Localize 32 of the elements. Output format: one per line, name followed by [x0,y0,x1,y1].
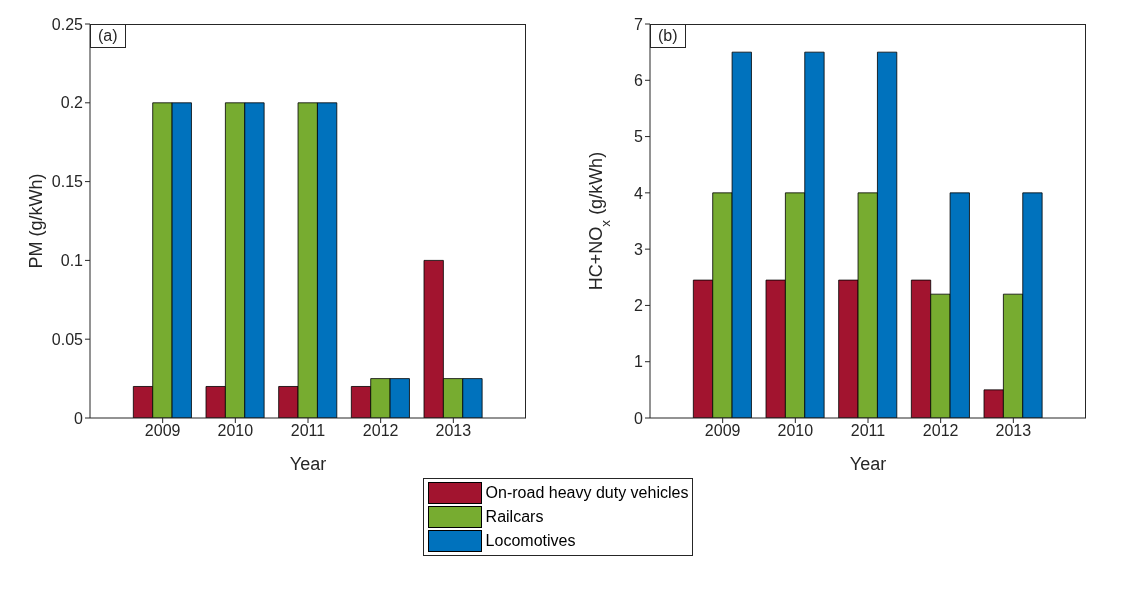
y-tick-label: 0.25 [51,15,84,33]
y-tick-label: 6 [634,71,644,89]
x-axis-title: Year [289,454,327,474]
y-tick-label: 4 [634,184,644,202]
x-tick-label: 2011 [850,422,886,440]
legend-label: Locomotives [485,532,576,550]
y-tick-label: 2 [634,297,644,315]
y-tick-label: 0 [74,409,84,427]
y-tick-label: 3 [634,240,644,258]
x-tick-label: 2009 [144,422,181,440]
y-tick-label: 7 [634,15,644,33]
legend-label: Railcars [485,508,544,526]
y-tick-label: 0.2 [60,94,84,112]
legend-label: On-road heavy duty vehicles [485,484,689,502]
x-tick-label: 2010 [217,422,254,440]
y-tick-label: 0.05 [51,330,84,348]
x-axis-title: Year [849,454,887,474]
x-tick-label: 2011 [290,422,326,440]
annotation: (b) [650,24,686,48]
y-axis-title: PM (g/kWh) [26,173,46,269]
x-tick-label: 2013 [995,422,1032,440]
y-tick-label: 5 [634,128,644,146]
x-tick-label: 2012 [922,422,959,440]
x-tick-label: 2010 [777,422,814,440]
x-tick-label: 2013 [435,422,472,440]
y-tick-label: 1 [634,353,644,371]
y-tick-label: 0 [634,409,644,427]
x-tick-label: 2009 [704,422,741,440]
y-tick-label: 0.15 [51,173,84,191]
annotation: (a) [90,24,126,48]
y-tick-label: 0.1 [60,252,84,270]
x-tick-label: 2012 [362,422,399,440]
